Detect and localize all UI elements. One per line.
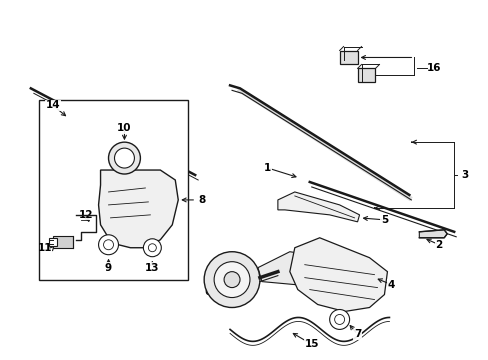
Bar [53, 236, 73, 248]
Circle shape [148, 244, 156, 252]
Text: 10: 10 [117, 123, 131, 133]
Text: 13: 13 [145, 263, 159, 273]
Text: 9: 9 [105, 263, 112, 273]
Text: 15: 15 [304, 339, 318, 349]
Circle shape [214, 262, 249, 298]
Text: 12: 12 [78, 210, 93, 220]
Bar [49, 238, 57, 246]
Circle shape [334, 315, 344, 324]
Polygon shape [99, 170, 178, 248]
Polygon shape [258, 252, 339, 285]
Text: 8: 8 [198, 195, 205, 205]
Circle shape [114, 148, 134, 168]
Text: 7: 7 [353, 329, 361, 339]
Text: 2: 2 [435, 240, 442, 250]
Polygon shape [419, 230, 447, 238]
Polygon shape [277, 192, 359, 222]
Circle shape [108, 142, 140, 174]
Text: 3: 3 [460, 170, 468, 180]
FancyBboxPatch shape [339, 50, 357, 64]
Text: 11: 11 [38, 243, 52, 253]
Text: 5: 5 [380, 215, 387, 225]
Text: 4: 4 [387, 280, 394, 289]
Circle shape [99, 235, 118, 255]
Text: 6: 6 [204, 287, 211, 297]
Bar [39, 100, 188, 280]
Circle shape [329, 310, 349, 329]
Circle shape [203, 252, 260, 307]
Text: 16: 16 [427, 63, 441, 73]
Circle shape [224, 272, 240, 288]
Text: 14: 14 [45, 100, 60, 110]
FancyBboxPatch shape [357, 68, 375, 82]
Polygon shape [289, 238, 386, 311]
Circle shape [103, 240, 113, 250]
Circle shape [143, 239, 161, 257]
Text: 1: 1 [264, 163, 271, 173]
